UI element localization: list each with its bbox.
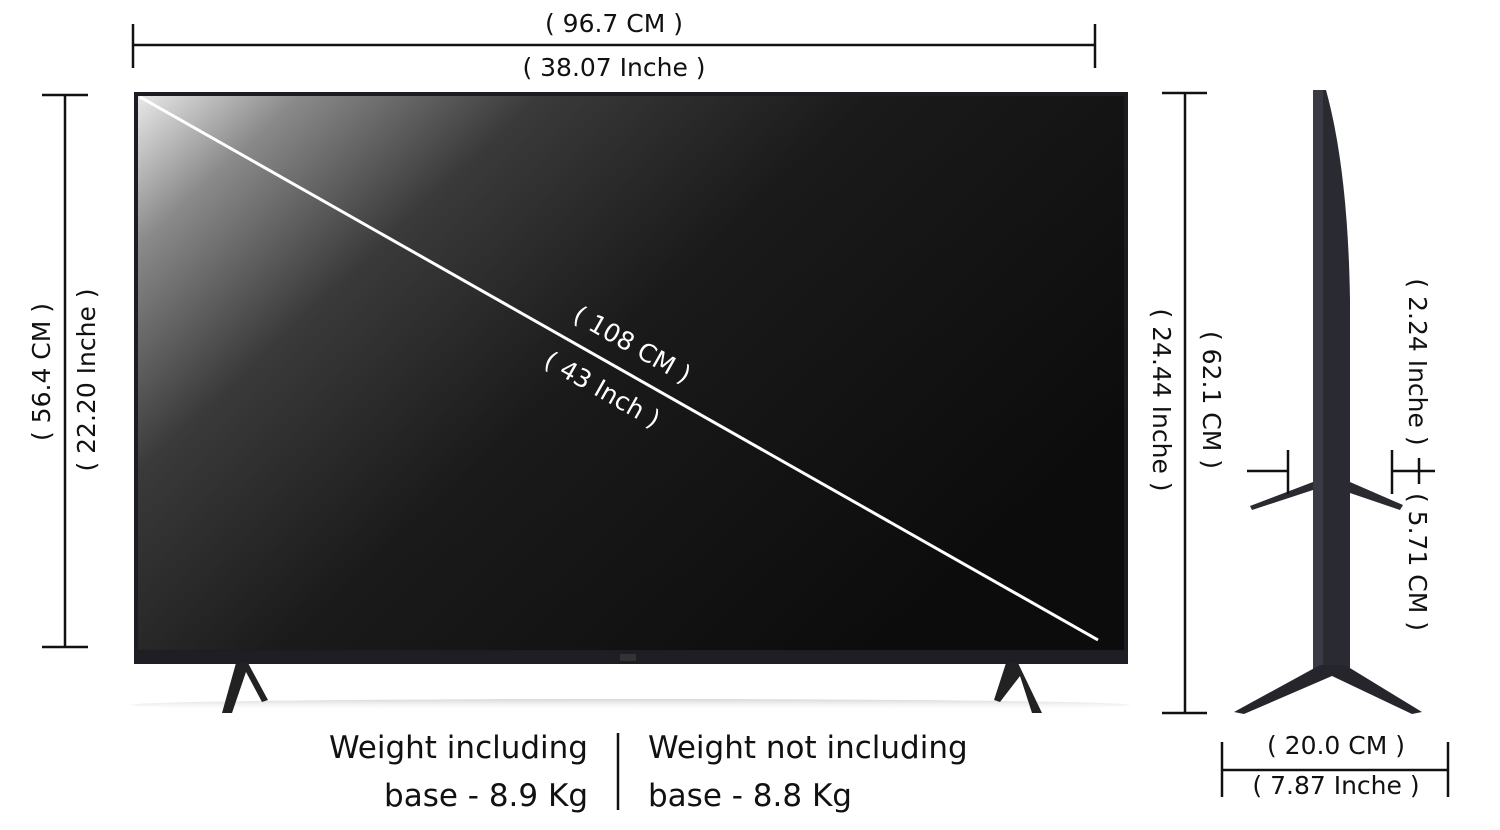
weight-info: Weight including base - 8.9 Kg Weight no… <box>329 730 968 814</box>
screen-height-dimension: ( 56.4 CM ) ( 22.20 Inche ) <box>27 93 101 649</box>
screen-height-inch: ( 22.20 Inche ) <box>72 288 101 471</box>
width-dimension: ( 96.7 CM ) ( 38.07 Inche ) <box>131 9 1097 82</box>
weight-without-base-line1: Weight not including <box>648 730 968 766</box>
tv-front: ( 108 CM ) ( 43 Inch ) <box>130 92 1130 713</box>
screen-height-cm: ( 56.4 CM ) <box>27 303 56 441</box>
weight-without-base-line2: base - 8.8 Kg <box>648 778 852 814</box>
panel-depth-markers: ( 2.24 Inche ) ( 5.71 CM ) <box>1247 278 1435 631</box>
total-height-cm: ( 62.1 CM ) <box>1197 331 1226 469</box>
weight-with-base-line1: Weight including <box>329 730 588 766</box>
total-height-dimension: ( 24.44 Inche ) ( 62.1 CM ) <box>1147 91 1226 715</box>
total-height-inch: ( 24.44 Inche ) <box>1147 308 1176 491</box>
weight-with-base-line2: base - 8.9 Kg <box>384 778 588 814</box>
panel-depth-inch: ( 2.24 Inche ) <box>1403 278 1432 445</box>
panel-depth-cm: ( 5.71 CM ) <box>1403 493 1432 631</box>
stand-depth-inch: ( 7.87 Inche ) <box>1252 771 1419 800</box>
width-inch: ( 38.07 Inche ) <box>522 53 705 82</box>
stand-depth-cm: ( 20.0 CM ) <box>1267 731 1405 760</box>
width-cm: ( 96.7 CM ) <box>545 9 683 38</box>
diagonal-line <box>139 95 1099 642</box>
stand-depth-dimension: ( 20.0 CM ) ( 7.87 Inche ) <box>1220 731 1450 800</box>
tv-side-profile <box>1234 90 1422 714</box>
